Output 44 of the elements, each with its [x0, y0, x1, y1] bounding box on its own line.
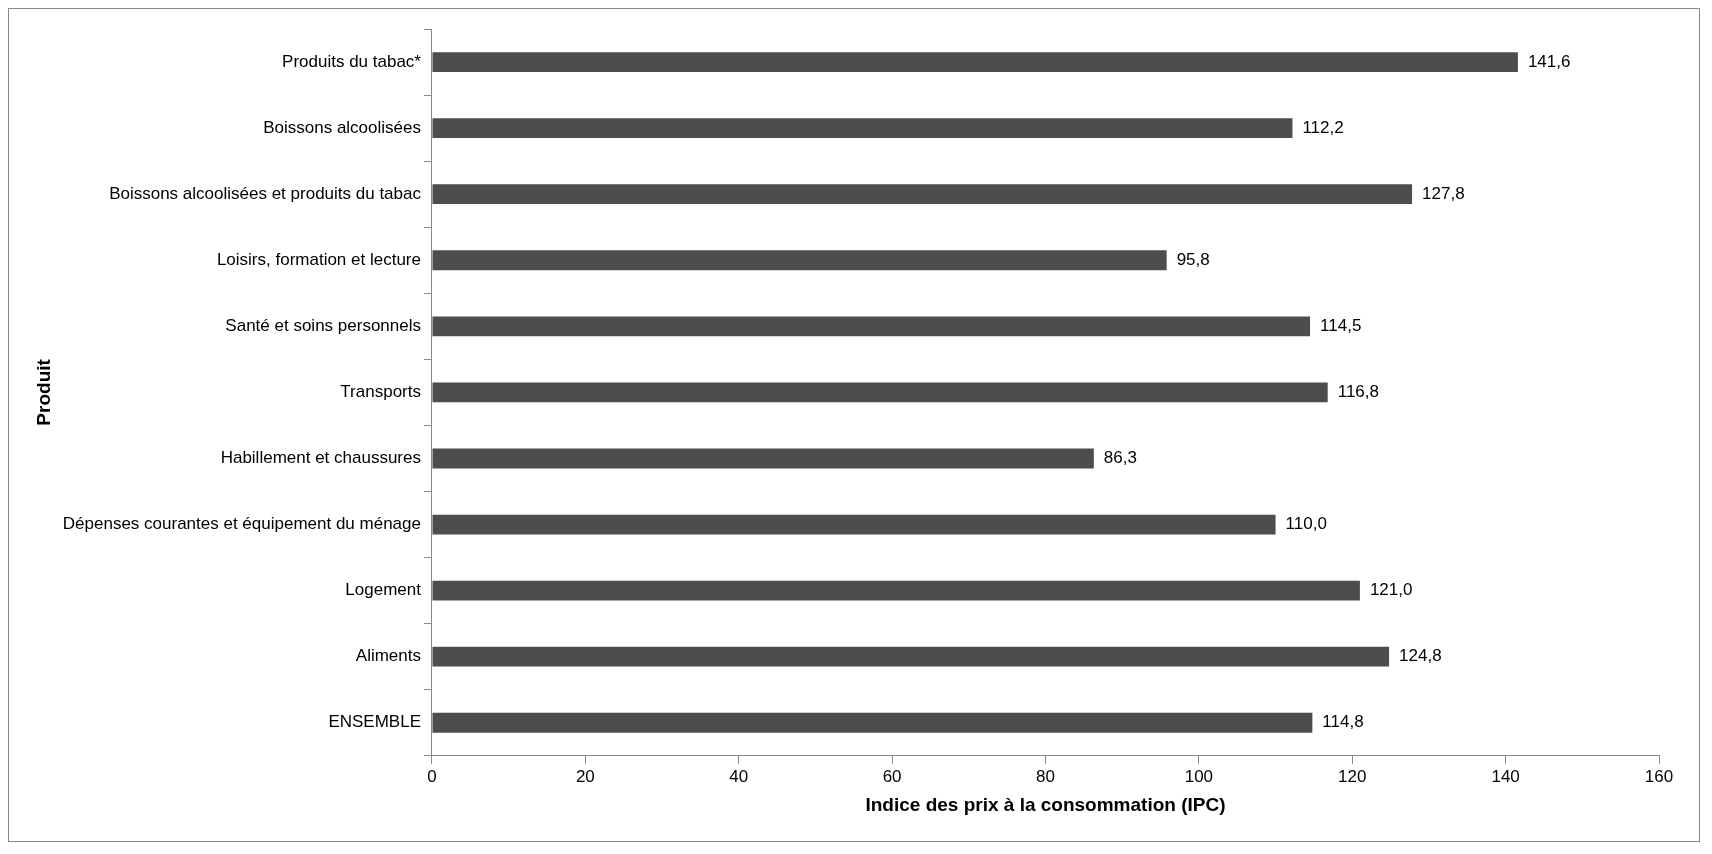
y-tick-label: Dépenses courantes et équipement du ménage — [62, 514, 421, 534]
y-axis-title: Produit — [32, 358, 54, 426]
x-axis-title: Indice des prix à la consommation (IPC) — [865, 793, 1226, 815]
bar — [432, 580, 1360, 601]
data-label: 114,8 — [1322, 712, 1364, 732]
y-tick-label: Logement — [345, 580, 422, 600]
data-label: 141,6 — [1527, 51, 1571, 71]
data-label: 127,8 — [1422, 183, 1465, 203]
y-tick-label: Habillement et chaussures — [220, 448, 421, 468]
data-label: 112,2 — [1302, 117, 1344, 137]
bar — [432, 646, 1390, 667]
y-tick-label: Loisirs, formation et lecture — [216, 249, 421, 269]
x-tick-label: 20 — [575, 766, 595, 786]
x-tick-label: 100 — [1184, 766, 1214, 786]
x-tick-label: 0 — [427, 766, 437, 786]
bar — [432, 118, 1293, 139]
bar — [432, 250, 1167, 271]
data-label: 116,8 — [1337, 382, 1379, 402]
y-tick-label: Santé et soins personnels — [225, 316, 421, 336]
x-tick-label: 40 — [729, 766, 749, 786]
y-tick-label: Boissons alcoolisées et produits du tabac — [109, 183, 422, 203]
data-label: 124,8 — [1399, 646, 1442, 666]
y-tick-label: ENSEMBLE — [328, 712, 421, 732]
bar — [432, 448, 1094, 469]
data-label: 114,5 — [1320, 316, 1362, 336]
bar — [432, 316, 1311, 337]
data-label: 86,3 — [1103, 448, 1137, 468]
x-tick-label: 120 — [1338, 766, 1367, 786]
bar — [432, 514, 1276, 535]
y-tick-label: Transports — [340, 382, 421, 402]
y-tick-label: Aliments — [355, 646, 421, 666]
data-label: 121,0 — [1369, 580, 1413, 600]
y-tick-label: Produits du tabac* — [282, 51, 422, 71]
data-label: 95,8 — [1176, 249, 1210, 269]
y-tick-label: Boissons alcoolisées — [263, 117, 421, 137]
data-label: 110,0 — [1285, 514, 1327, 534]
bar — [432, 184, 1413, 205]
x-tick-label: 80 — [1036, 766, 1055, 786]
bar — [432, 712, 1313, 733]
x-tick-label: 160 — [1644, 766, 1674, 786]
x-tick-label: 140 — [1491, 766, 1520, 786]
bar — [432, 382, 1328, 403]
x-tick-label: 60 — [882, 766, 902, 786]
bar — [432, 52, 1518, 72]
